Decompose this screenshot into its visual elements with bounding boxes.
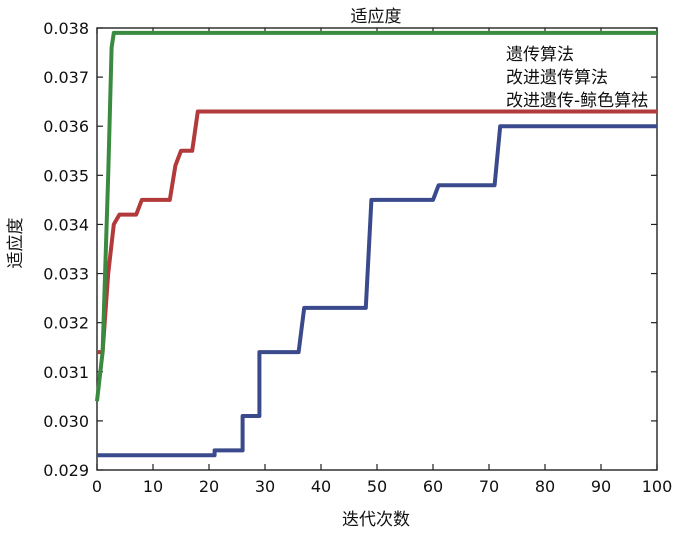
- series-line-1: [97, 109, 657, 355]
- y-tick-label: 0.030: [43, 412, 89, 431]
- x-tick-label: 20: [199, 477, 219, 496]
- x-axis-label: 迭代次数: [342, 510, 410, 530]
- y-tick-label: 0.033: [43, 265, 89, 284]
- x-tick-label: 70: [479, 477, 499, 496]
- x-tick-label: 90: [591, 477, 611, 496]
- y-tick-label: 0.035: [43, 166, 89, 185]
- series-lines: [95, 30, 657, 458]
- y-tick-label: 0.038: [43, 19, 89, 38]
- x-tick-label: 60: [423, 477, 443, 496]
- legend-entry-0: 遗传算法: [506, 45, 574, 65]
- legend-entry-1: 改进遗传算法: [506, 68, 608, 88]
- series-line-0: [97, 124, 657, 458]
- y-tick-label: 0.036: [43, 117, 89, 136]
- y-tick-label: 0.032: [43, 314, 89, 333]
- y-tick-label: 0.037: [43, 68, 89, 87]
- y-ticks: 0.029 0.030 0.031 0.032 0.033 0.034 0.035 0.036…: [43, 19, 657, 480]
- x-ticks: 0 10 20 30 40 50 60 70 80 90 100: [92, 28, 672, 496]
- x-tick-label: 40: [311, 477, 331, 496]
- y-tick-label: 0.034: [43, 215, 89, 234]
- x-tick-label: 100: [642, 477, 673, 496]
- y-tick-label: 0.029: [43, 461, 89, 480]
- series-line-2: [95, 30, 657, 402]
- x-tick-label: 80: [535, 477, 555, 496]
- x-tick-label: 0: [92, 477, 102, 496]
- x-tick-label: 30: [255, 477, 275, 496]
- y-axis-label: 适应度: [6, 218, 26, 269]
- chart-title: 适应度: [351, 7, 402, 27]
- x-tick-label: 10: [143, 477, 163, 496]
- x-tick-label: 50: [367, 477, 387, 496]
- legend-entry-2: 改进遗传-鲸色算祛: [506, 91, 648, 111]
- y-tick-label: 0.031: [43, 363, 89, 382]
